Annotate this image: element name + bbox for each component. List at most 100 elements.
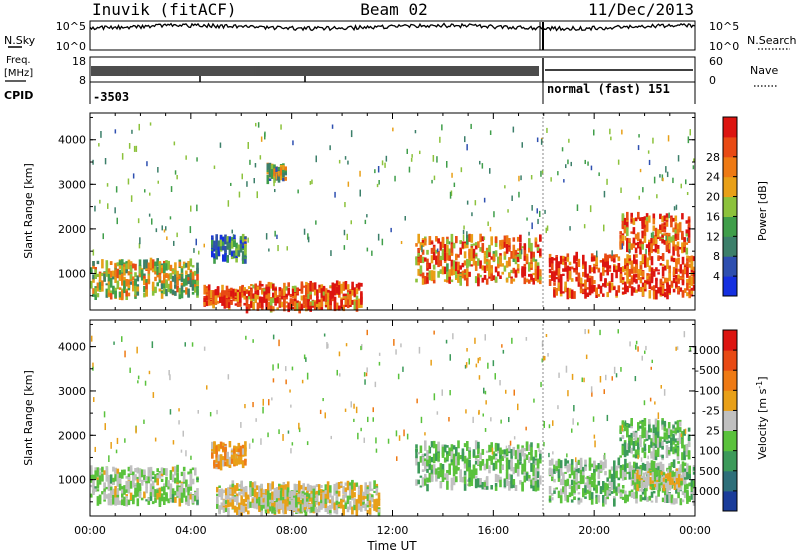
data-cell xyxy=(459,247,462,255)
data-cell xyxy=(505,464,509,471)
data-cell xyxy=(295,501,298,508)
data-cell xyxy=(477,444,480,455)
scatter-cell xyxy=(647,150,650,154)
data-cell xyxy=(112,275,115,280)
data-cell xyxy=(559,281,563,288)
data-cell xyxy=(213,459,216,465)
data-cell xyxy=(639,277,643,284)
scatter-cell xyxy=(471,212,473,217)
data-cell xyxy=(230,450,234,459)
scatter-cell xyxy=(662,177,664,182)
data-cell xyxy=(424,476,427,486)
data-cell xyxy=(584,492,587,496)
data-cell xyxy=(566,464,570,473)
data-cell xyxy=(103,470,106,475)
data-cell xyxy=(643,448,647,452)
data-cell xyxy=(322,499,325,507)
data-cell xyxy=(180,266,184,269)
data-cell xyxy=(595,494,598,499)
data-cell xyxy=(650,267,654,276)
data-cell xyxy=(277,171,281,175)
data-cell xyxy=(463,483,467,491)
data-cell xyxy=(661,215,664,223)
data-cell xyxy=(672,266,676,276)
data-cell xyxy=(636,475,639,481)
data-cell xyxy=(306,501,310,504)
data-cell xyxy=(568,261,572,266)
data-cell xyxy=(428,236,432,245)
data-cell xyxy=(450,233,454,243)
data-cell xyxy=(222,241,225,246)
data-cell xyxy=(632,240,636,246)
data-cell xyxy=(663,222,667,227)
data-cell xyxy=(306,504,310,508)
data-cell xyxy=(656,420,660,424)
data-cell xyxy=(310,493,313,498)
data-cell xyxy=(147,270,151,274)
data-cell xyxy=(417,461,420,465)
data-cell xyxy=(180,471,184,477)
data-cell xyxy=(590,267,594,273)
data-cell xyxy=(105,268,109,273)
data-cell xyxy=(127,476,131,481)
data-cell xyxy=(686,282,689,291)
data-cell xyxy=(461,270,465,279)
data-cell xyxy=(243,295,246,300)
data-cell xyxy=(329,485,332,493)
data-cell xyxy=(617,486,621,494)
data-cell xyxy=(678,247,682,250)
data-cell xyxy=(295,484,299,491)
data-cell xyxy=(519,250,522,260)
data-cell xyxy=(463,243,467,249)
data-cell xyxy=(446,239,449,245)
data-cell xyxy=(218,505,221,515)
data-cell xyxy=(329,286,332,289)
data-cell xyxy=(577,258,581,267)
data-cell xyxy=(353,301,357,310)
data-cell xyxy=(619,437,622,442)
scatter-cell xyxy=(400,241,403,245)
data-cell xyxy=(158,272,162,280)
data-cell xyxy=(127,485,131,494)
scatter-cell xyxy=(277,245,279,252)
data-cell xyxy=(655,278,658,288)
data-cell xyxy=(94,275,97,279)
data-cell xyxy=(621,496,625,500)
data-cell xyxy=(667,481,670,487)
scatter-cell xyxy=(565,164,567,169)
data-cell xyxy=(564,256,567,262)
data-cell xyxy=(284,484,288,494)
data-cell xyxy=(485,476,489,487)
scatter-cell xyxy=(465,362,468,368)
data-cell xyxy=(667,236,671,241)
data-cell xyxy=(313,301,317,310)
data-cell xyxy=(426,484,429,492)
data-cell xyxy=(510,480,513,489)
data-cell xyxy=(499,478,502,488)
data-cell xyxy=(685,247,689,255)
data-cell xyxy=(215,250,218,260)
data-cell xyxy=(577,280,581,287)
scatter-cell xyxy=(315,155,317,163)
data-cell xyxy=(632,469,635,479)
data-cell xyxy=(147,278,151,284)
scatter-cell xyxy=(629,341,631,347)
data-cell xyxy=(568,473,572,479)
data-cell xyxy=(459,273,462,277)
data-cell xyxy=(626,275,629,282)
data-cell xyxy=(661,253,665,261)
data-cell xyxy=(247,286,251,289)
scatter-cell xyxy=(103,411,106,418)
scatter-cell xyxy=(569,226,571,231)
scatter-cell xyxy=(334,191,336,198)
data-cell xyxy=(678,223,682,232)
data-cell xyxy=(644,288,647,292)
data-cell xyxy=(678,427,682,433)
data-cell xyxy=(516,254,520,257)
data-cell xyxy=(610,255,614,261)
data-cell xyxy=(672,235,675,242)
data-cell xyxy=(577,492,581,495)
scatter-cell xyxy=(274,189,276,193)
data-cell xyxy=(519,234,522,243)
